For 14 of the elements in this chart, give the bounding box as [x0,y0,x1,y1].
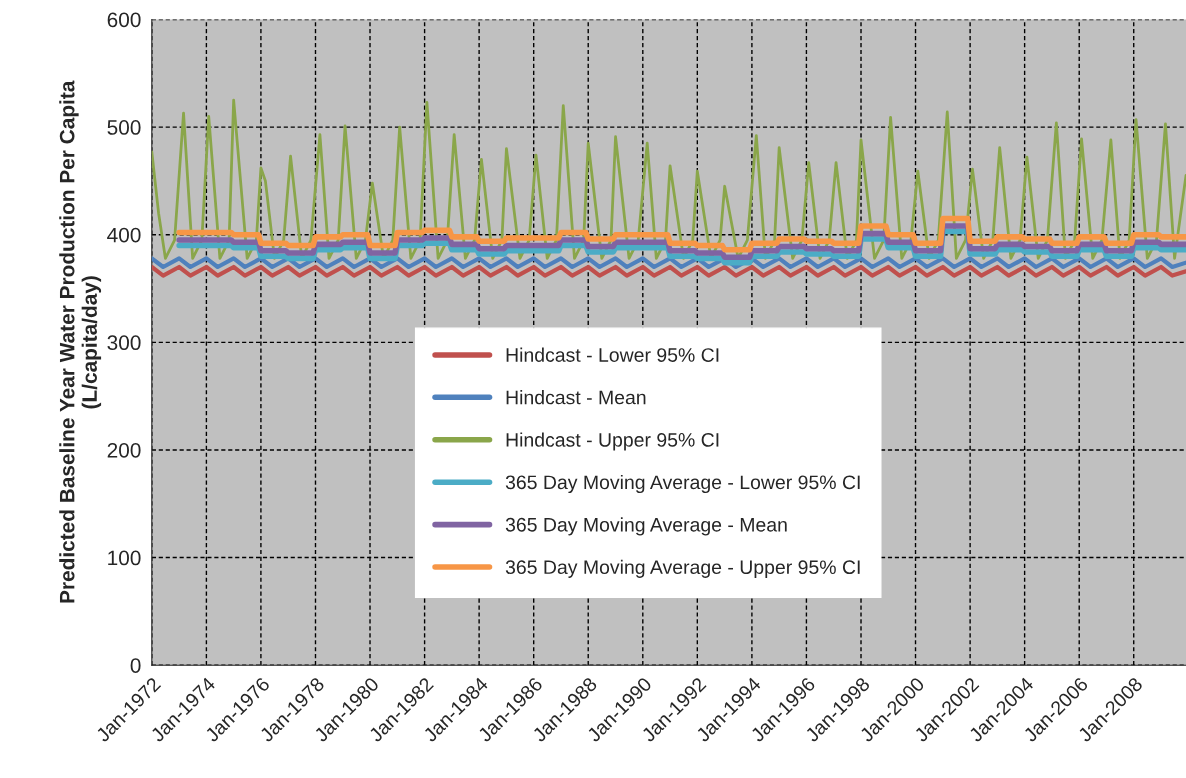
legend-label: 365 Day Moving Average - Lower 95% CI [505,474,860,494]
legend-label: Hindcast - Mean [506,390,646,405]
y-tick-label: 100 [108,550,141,566]
legend-label: Hindcast - Lower 95% CI [506,347,719,362]
legend-label: 365 Day Moving Average - Mean [505,517,787,536]
y-tick-label: 400 [107,227,141,243]
y-axis-title: Predicted Baseline Year Water Production Per Capita (L/capita/day) [59,80,102,603]
legend-label: 365 Day Moving Average - Upper 95% CI [505,559,860,578]
y-tick-label: 200 [107,442,141,458]
legend-label: Hindcast - Upper 95% CI [506,432,719,451]
y-tick-label: 0 [130,658,141,673]
y-tick-label: 300 [107,335,141,351]
y-tick-label: 500 [107,120,141,135]
y-tick-label: 600 [107,12,141,28]
